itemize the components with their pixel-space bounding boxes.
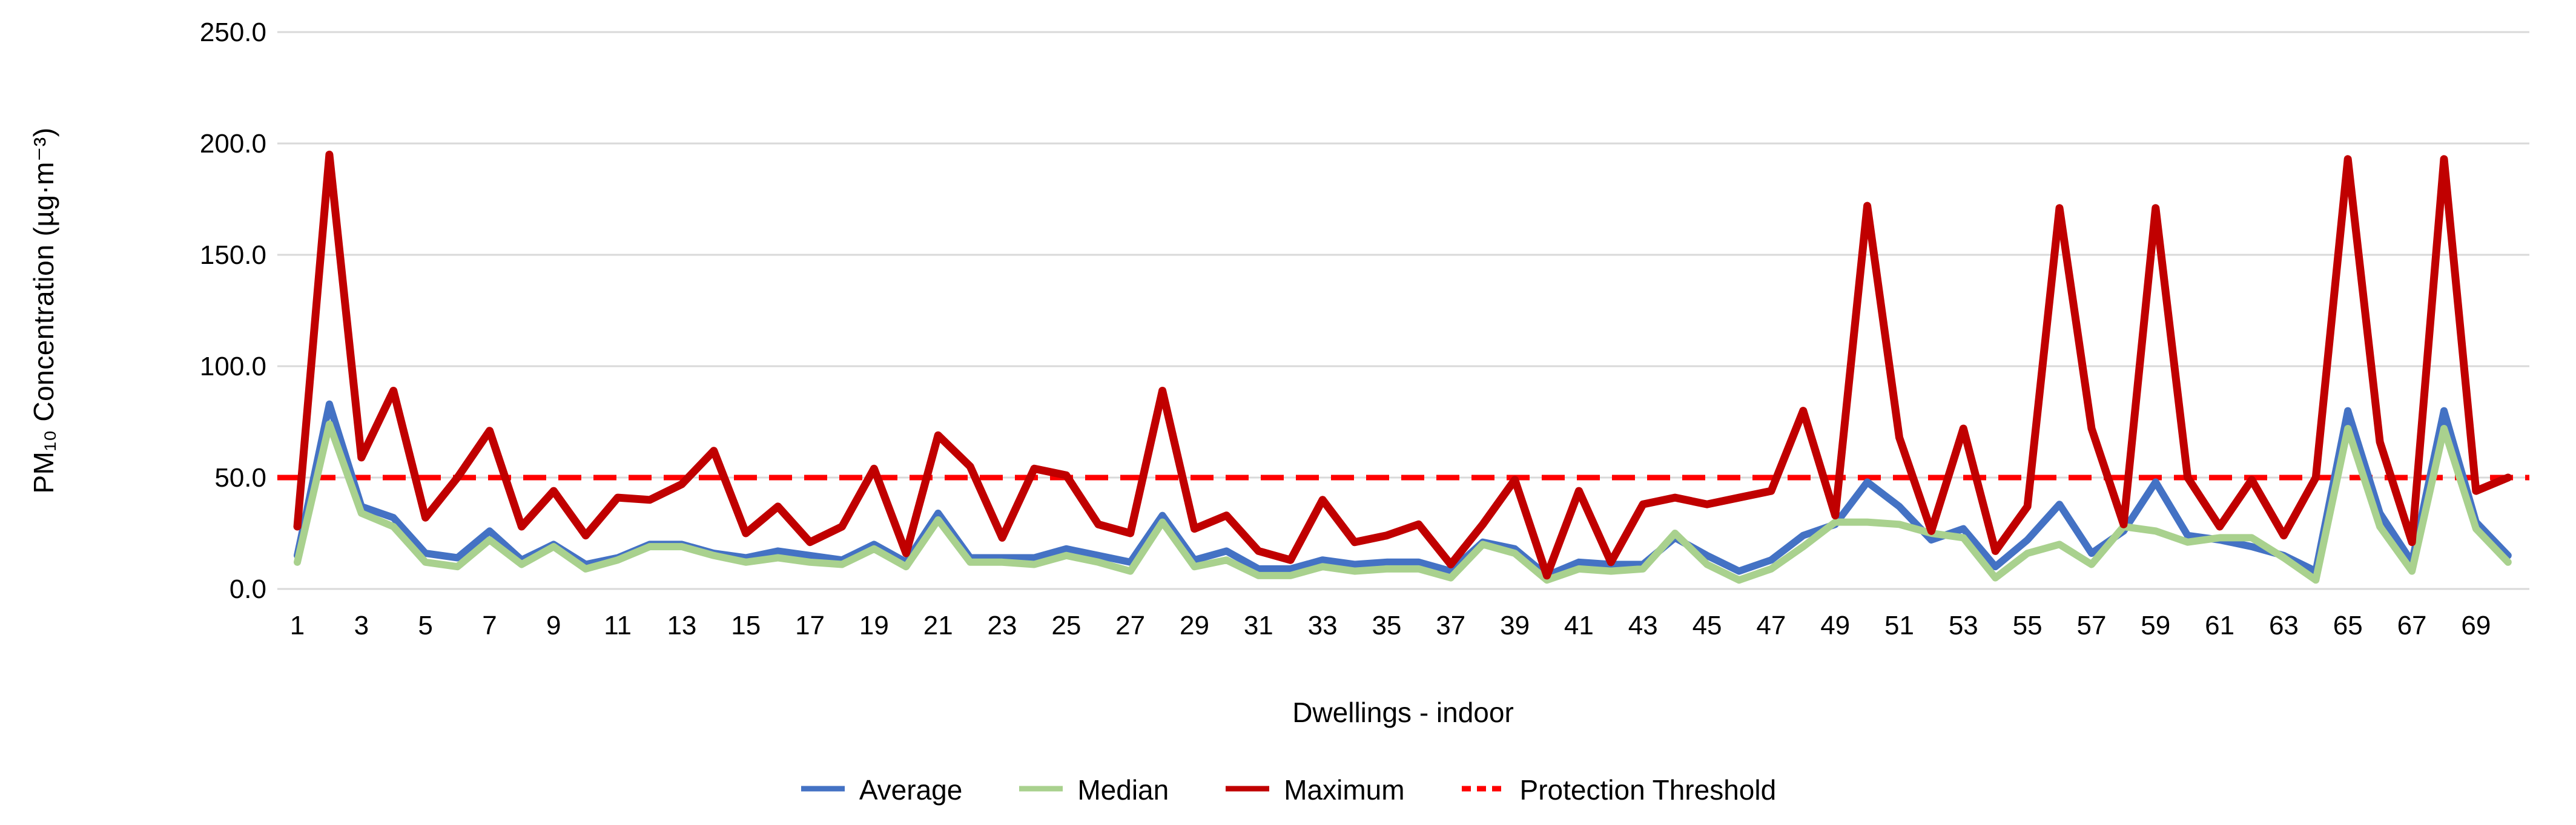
x-tick-label-59: 59 [2141,611,2170,640]
x-tick-label-13: 13 [667,611,696,640]
x-tick-label-61: 61 [2205,611,2234,640]
x-tick-label-39: 39 [1500,611,1530,640]
legend-label-median: Median [1077,774,1169,806]
x-tick-label-63: 63 [2269,611,2299,640]
series-median-line [294,420,2512,584]
x-tick-label-9: 9 [546,611,561,640]
y-axis-title: PM₁₀ Concentration (µg·m⁻³) [28,127,59,494]
x-tick-label-69: 69 [2461,611,2491,640]
series-average-line [294,400,2512,579]
x-tick-label-67: 67 [2397,611,2427,640]
x-tick-label-37: 37 [1436,611,1465,640]
y-tick-label-0: 0.0 [230,574,266,604]
x-tick-label-57: 57 [2076,611,2106,640]
x-tick-label-53: 53 [1949,611,1978,640]
x-tick-label-15: 15 [731,611,761,640]
x-tick-label-11: 11 [604,611,632,640]
legend-item-protection-threshold: Protection Threshold [1461,774,1777,806]
y-tick-label-50: 50.0 [214,463,266,493]
x-tick-label-49: 49 [1820,611,1850,640]
x-tick-label-3: 3 [354,611,369,640]
x-tick-label-41: 41 [1564,611,1594,640]
series-layer [293,150,2512,584]
x-tick-label-7: 7 [482,611,497,640]
gridlines [277,31,2529,590]
legend-item-maximum: Maximum [1224,774,1405,806]
y-axis-tick-labels: 0.0 50.0 100.0 150.0 200.0 250.0 [200,18,266,604]
x-tick-label-27: 27 [1115,611,1145,640]
x-tick-label-51: 51 [1884,611,1914,640]
x-tick-label-5: 5 [418,611,432,640]
x-axis-tick-labels: 1 3 5 7 9 11 13 15 17 19 21 23 25 27 29 31 33 35 37 39 41 43 4… [290,611,2491,640]
x-tick-label-29: 29 [1180,611,1209,640]
median-line-swatch-icon [1018,784,1064,795]
x-tick-label-35: 35 [1372,611,1401,640]
y-tick-label-200: 200.0 [200,129,266,159]
x-tick-label-47: 47 [1756,611,1786,640]
legend-item-median: Median [1018,774,1169,806]
y-tick-label-150: 150.0 [200,240,266,270]
x-tick-label-55: 55 [2013,611,2043,640]
x-tick-label-1: 1 [290,611,305,640]
x-tick-label-43: 43 [1628,611,1658,640]
x-axis-title: Dwellings - indoor [1292,697,1514,728]
x-tick-label-19: 19 [859,611,889,640]
x-tick-label-21: 21 [923,611,953,640]
x-tick-label-65: 65 [2333,611,2363,640]
x-tick-label-45: 45 [1693,611,1722,640]
legend: Average Median Maximum Protection Thresh… [0,767,2576,812]
protection-threshold-dashed-swatch-icon [1461,784,1507,795]
x-tick-label-23: 23 [988,611,1017,640]
legend-label-maximum: Maximum [1284,774,1405,806]
x-tick-label-31: 31 [1244,611,1273,640]
maximum-line-swatch-icon [1224,784,1270,795]
y-tick-label-250: 250.0 [200,18,266,47]
x-tick-label-25: 25 [1051,611,1081,640]
legend-label-average: Average [859,774,963,806]
x-tick-label-33: 33 [1308,611,1338,640]
y-tick-label-100: 100.0 [200,352,266,381]
average-line-swatch-icon [800,784,846,795]
legend-item-average: Average [800,774,963,806]
legend-label-protection-threshold: Protection Threshold [1519,774,1777,806]
x-tick-label-17: 17 [795,611,825,640]
series-maximum-line [293,150,2512,580]
